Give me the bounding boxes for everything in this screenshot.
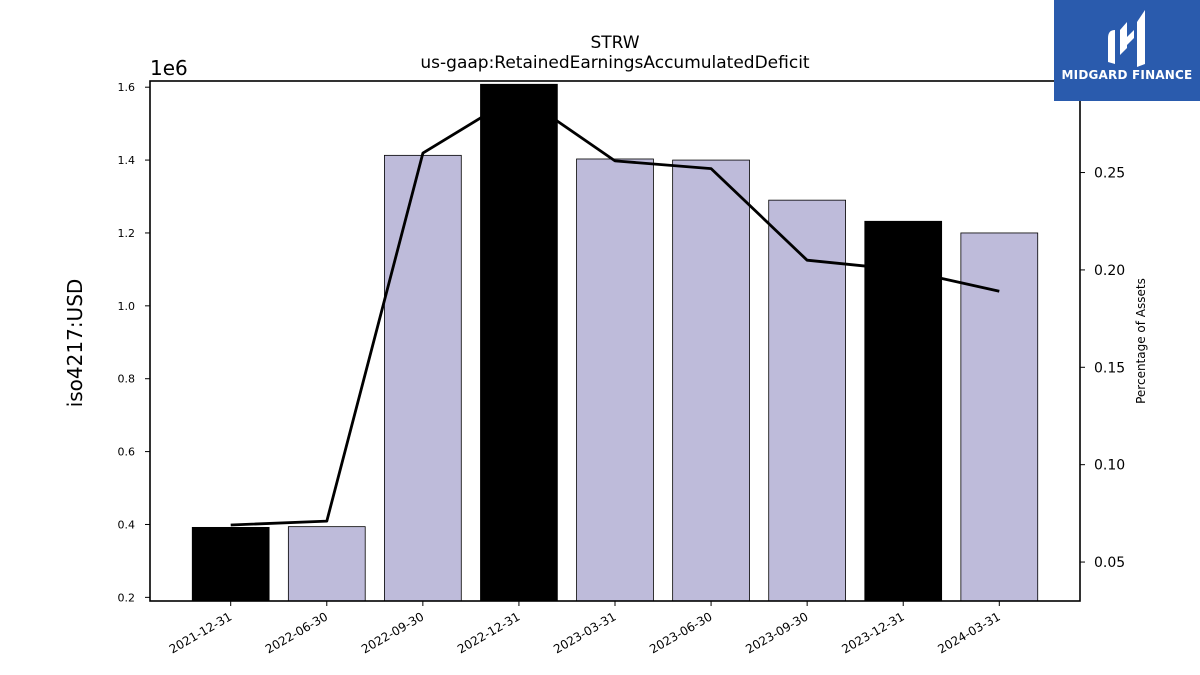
bars-group bbox=[191, 83, 1039, 602]
x-tick-label: 2023-12-31 bbox=[839, 609, 906, 656]
y-axis-label: iso4217:USD bbox=[63, 279, 87, 408]
y2-tick-label: 0.10 bbox=[1094, 458, 1125, 474]
y-tick-label: 0.2 bbox=[118, 591, 136, 604]
x-tick-label: 2023-09-30 bbox=[743, 609, 810, 656]
bar-2022-12-31 bbox=[480, 83, 558, 602]
x-tick-label: 2021-12-31 bbox=[167, 609, 234, 656]
y-tick-label: 1.2 bbox=[118, 227, 136, 240]
x-tick-label: 2024-03-31 bbox=[935, 609, 1002, 656]
bar-2024-03-31 bbox=[960, 232, 1039, 602]
x-tick-label: 2023-06-30 bbox=[647, 609, 714, 656]
y-tick-label: 0.4 bbox=[118, 518, 136, 531]
y2-axis-label: Percentage of Assets bbox=[1134, 278, 1148, 404]
logo-text: MIDGARD FINANCE bbox=[1061, 68, 1193, 82]
y2-tick-label: 0.25 bbox=[1094, 166, 1125, 182]
y2-tick-label: 0.15 bbox=[1094, 360, 1125, 376]
bar-2023-06-30 bbox=[672, 159, 750, 602]
y2-tick-label: 0.05 bbox=[1094, 555, 1125, 571]
y-axis-offset-label: 1e6 bbox=[150, 56, 188, 80]
y-tick-label: 1.4 bbox=[118, 154, 136, 167]
bar-2023-03-31 bbox=[576, 158, 654, 602]
bar-2023-09-30 bbox=[768, 199, 846, 602]
percentage-line bbox=[230, 93, 1000, 527]
x-tick-label: 2023-03-31 bbox=[551, 609, 618, 656]
y2-tick-label: 0.20 bbox=[1094, 263, 1125, 279]
chart-title: STRW bbox=[590, 33, 639, 53]
y-tick-label: 1.6 bbox=[118, 81, 136, 94]
x-ticks-group: 2021-12-31 2022-06-30 2022-09-30 2022-12-31… bbox=[167, 601, 1003, 656]
x-tick-label: 2022-09-30 bbox=[359, 609, 426, 656]
plot-frame bbox=[149, 80, 1081, 602]
line-group bbox=[230, 93, 1000, 527]
bar-2023-12-31 bbox=[864, 220, 943, 602]
y-tick-label: 0.6 bbox=[118, 446, 136, 459]
chart-subtitle: us-gaap:RetainedEarningsAccumulatedDefic… bbox=[420, 53, 810, 73]
midgard-finance-logo: MIDGARD FINANCE bbox=[1054, 0, 1200, 101]
logo-mark bbox=[1054, 0, 1200, 101]
x-tick-label: 2022-12-31 bbox=[455, 609, 522, 656]
y2-ticks-group: 0.05 0.10 0.15 0.20 0.25 bbox=[1080, 166, 1125, 571]
y-tick-label: 0.8 bbox=[118, 373, 136, 386]
bar-2022-06-30 bbox=[287, 526, 366, 602]
bar-2021-12-31 bbox=[191, 526, 270, 602]
y-ticks-group: 0.2 0.4 0.6 0.8 1.0 1.2 1.4 1.6 bbox=[118, 81, 150, 604]
bar-2022-09-30 bbox=[384, 154, 462, 602]
x-tick-label: 2022-06-30 bbox=[263, 609, 330, 656]
y-tick-label: 1.0 bbox=[118, 300, 136, 313]
